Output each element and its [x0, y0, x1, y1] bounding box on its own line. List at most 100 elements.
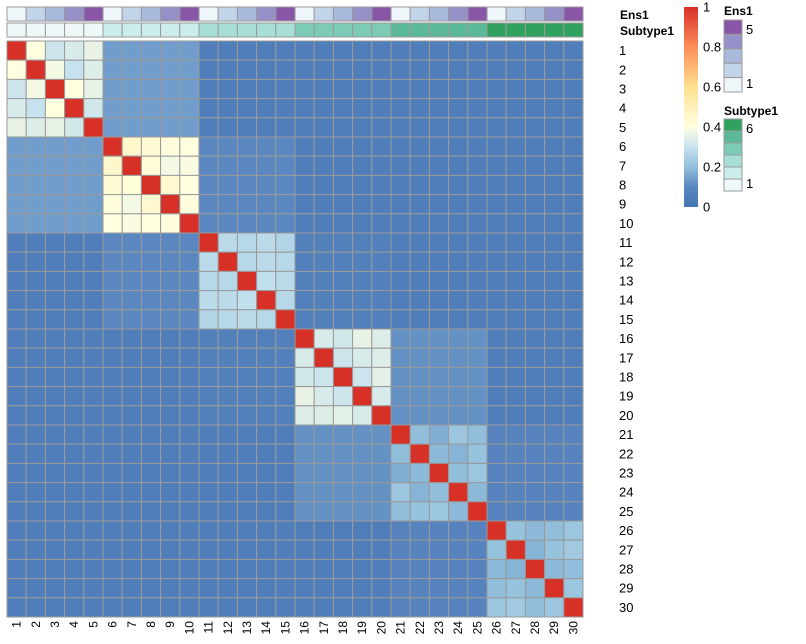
heatmap-cell-21-6 — [102, 424, 123, 445]
subtype1-legend-swatch-4 — [723, 142, 743, 156]
annotation-subtype1-cell-2 — [25, 22, 46, 38]
column-label-21: 21 — [394, 621, 408, 635]
heatmap-cell-10-26 — [486, 213, 507, 234]
ens1-legend: Ens1 5 1 — [723, 4, 753, 93]
heatmap-cell-3-3 — [44, 78, 66, 100]
heatmap-cell-1-24 — [448, 40, 469, 61]
heatmap-cell-4-21 — [390, 98, 411, 119]
heatmap-cell-14-30 — [563, 290, 584, 311]
heatmap-cell-23-30 — [563, 462, 584, 484]
heatmap-cell-8-20 — [371, 174, 392, 196]
heatmap-cell-19-26 — [486, 386, 507, 407]
heatmap-cell-21-1 — [6, 424, 27, 445]
heatmap-cell-17-7 — [121, 347, 142, 368]
heatmap-cell-14-7 — [121, 290, 142, 311]
heatmap-cell-27-20 — [371, 539, 392, 560]
heatmap-cell-30-23 — [428, 597, 450, 618]
row-label-29: 29 — [619, 581, 633, 596]
heatmap-cell-18-17 — [313, 366, 334, 388]
heatmap-cell-6-7 — [121, 136, 142, 157]
row-label-20: 20 — [619, 408, 633, 423]
heatmap-cell-11-12 — [217, 232, 238, 253]
heatmap-cell-8-16 — [294, 174, 315, 196]
heatmap-cell-21-20 — [371, 424, 392, 445]
heatmap-cell-12-26 — [486, 251, 507, 272]
heatmap-cell-30-13 — [236, 597, 258, 618]
heatmap-cell-29-17 — [313, 578, 334, 599]
heatmap-cell-1-20 — [371, 40, 392, 61]
heatmap-cell-13-17 — [313, 270, 334, 292]
subtype1-legend: Subtype1 6 1 — [723, 104, 778, 192]
heatmap-cell-1-1 — [6, 40, 27, 61]
heatmap-cell-22-2 — [25, 443, 46, 464]
heatmap-cell-13-7 — [121, 270, 142, 292]
heatmap-cell-12-8 — [140, 251, 162, 272]
heatmap-cell-11-10 — [179, 232, 200, 253]
heatmap-cell-10-19 — [352, 213, 373, 234]
heatmap-cell-25-13 — [236, 501, 258, 522]
annotation-label-subtype1: Subtype1 — [620, 24, 674, 38]
heatmap-cell-13-3 — [44, 270, 66, 292]
heatmap-cell-29-29 — [544, 578, 565, 599]
heatmap-cell-30-19 — [352, 597, 373, 618]
heatmap-cell-6-26 — [486, 136, 507, 157]
subtype1-legend-swatch-1 — [723, 178, 743, 192]
heatmap-cell-29-23 — [428, 578, 450, 599]
heatmap-cell-27-8 — [140, 539, 162, 560]
heatmap-cell-20-2 — [25, 405, 46, 426]
heatmap-cell-26-24 — [448, 520, 469, 541]
annotation-subtype1-cell-30 — [563, 22, 584, 38]
heatmap-cell-2-1 — [6, 59, 27, 80]
heatmap-cell-16-7 — [121, 328, 142, 349]
heatmap-cell-28-23 — [428, 558, 450, 580]
annotation-ens1-cell-5 — [83, 6, 104, 22]
heatmap-cell-17-18 — [332, 347, 354, 368]
heatmap-cell-9-4 — [64, 194, 85, 215]
heatmap-cell-27-26 — [486, 539, 507, 560]
heatmap-cell-3-8 — [140, 78, 162, 100]
heatmap-cell-7-3 — [44, 155, 66, 176]
heatmap-cell-18-1 — [6, 366, 27, 388]
heatmap-cell-27-4 — [64, 539, 85, 560]
heatmap-cell-22-29 — [544, 443, 565, 464]
color-scale-tick-0-8: 0.8 — [703, 40, 721, 55]
color-scale-tick-1: 1 — [703, 0, 710, 15]
heatmap-cell-6-16 — [294, 136, 315, 157]
heatmap-cell-18-19 — [352, 366, 373, 388]
heatmap-cell-7-10 — [179, 155, 200, 176]
heatmap-cell-30-11 — [198, 597, 219, 618]
heatmap-cell-9-25 — [467, 194, 488, 215]
heatmap-cell-28-14 — [256, 558, 277, 580]
heatmap-cell-19-24 — [448, 386, 469, 407]
heatmap-cell-4-11 — [198, 98, 219, 119]
heatmap-cell-30-8 — [140, 597, 162, 618]
heatmap-cell-11-1 — [6, 232, 27, 253]
heatmap-cell-18-4 — [64, 366, 85, 388]
heatmap-cell-25-2 — [25, 501, 46, 522]
annotation-ens1-cell-29 — [544, 6, 565, 22]
annotation-ens1-cell-13 — [236, 6, 258, 22]
heatmap-cell-7-8 — [140, 155, 162, 176]
heatmap-cell-6-27 — [505, 136, 526, 157]
heatmap-cell-12-12 — [217, 251, 238, 272]
heatmap-cell-29-13 — [236, 578, 258, 599]
heatmap-cell-2-26 — [486, 59, 507, 80]
annotation-ens1-cell-16 — [294, 6, 315, 22]
heatmap-cell-8-12 — [217, 174, 238, 196]
heatmap-cell-12-14 — [256, 251, 277, 272]
heatmap-cell-3-15 — [275, 78, 296, 100]
heatmap-cell-23-14 — [256, 462, 277, 484]
heatmap-cell-23-20 — [371, 462, 392, 484]
heatmap-cell-13-15 — [275, 270, 296, 292]
heatmap-cell-4-10 — [179, 98, 200, 119]
heatmap-cell-9-7 — [121, 194, 142, 215]
column-label-17: 17 — [317, 621, 331, 635]
heatmap-cell-29-15 — [275, 578, 296, 599]
heatmap-cell-26-8 — [140, 520, 162, 541]
heatmap-cell-1-7 — [121, 40, 142, 61]
heatmap-cell-6-4 — [64, 136, 85, 157]
heatmap-cell-16-12 — [217, 328, 238, 349]
heatmap-cell-16-30 — [563, 328, 584, 349]
heatmap-cell-15-5 — [83, 309, 104, 330]
